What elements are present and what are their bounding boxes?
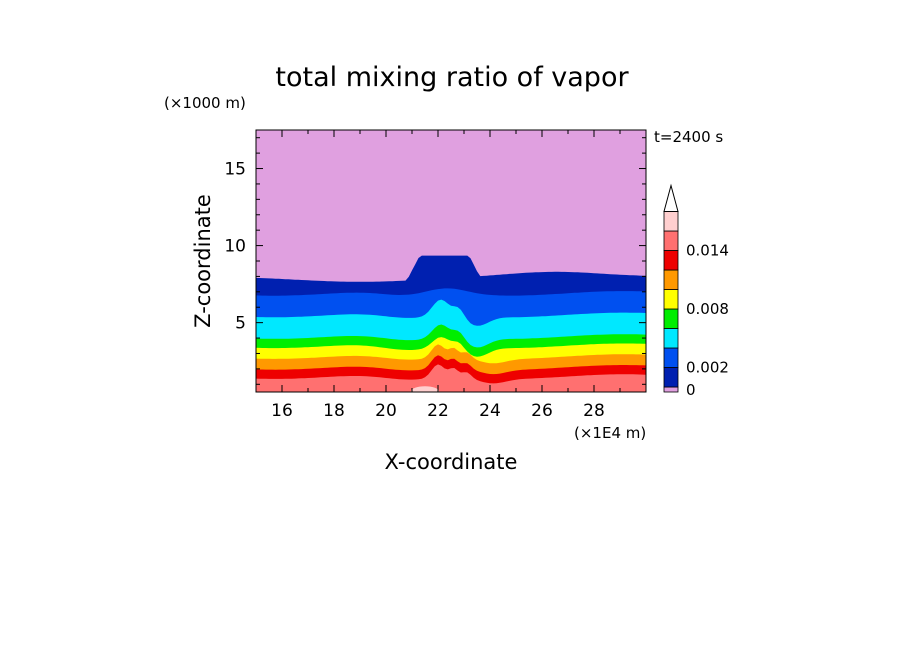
- fill-band-8: [256, 364, 646, 392]
- colorbar-label: 0.008: [686, 300, 729, 318]
- x-tick-label: 20: [375, 401, 397, 421]
- colorbar-label: 0.002: [686, 359, 729, 377]
- y-axis-title: Z-coordinate: [191, 194, 215, 328]
- y-tick-labels: 5 10 15: [224, 160, 246, 334]
- x-unit-label: (×1E4 m): [574, 424, 646, 442]
- y-tick-label: 10: [224, 237, 246, 257]
- contour-fills: [256, 130, 646, 392]
- colorbar-label: 0: [686, 381, 696, 399]
- colorbar: 0 0.002 0.008 0.014: [663, 183, 729, 399]
- chart-title: total mixing ratio of vapor: [275, 62, 629, 93]
- x-tick-label: 18: [323, 401, 345, 421]
- colorbar-swatch: [663, 269, 679, 290]
- x-tick-label: 16: [271, 401, 293, 421]
- colorbar-swatch: [663, 211, 679, 232]
- x-axis-title: X-coordinate: [385, 450, 518, 474]
- colorbar-swatch: [663, 347, 679, 368]
- colorbar-swatch: [663, 328, 679, 349]
- x-tick-label: 26: [531, 401, 553, 421]
- x-tick-labels: 16 18 20 22 24 26 28: [271, 401, 605, 421]
- colorbar-swatch: [663, 367, 679, 388]
- y-tick-label: 15: [224, 160, 246, 180]
- colorbar-label: 0.014: [686, 242, 729, 260]
- colorbar-swatch: [663, 250, 679, 271]
- x-tick-label: 28: [583, 401, 605, 421]
- colorbar-swatch: [663, 386, 679, 393]
- colorbar-swatch: [663, 308, 679, 329]
- y-unit-label: (×1000 m): [164, 94, 246, 112]
- colorbar-swatch: [663, 289, 679, 310]
- x-tick-label: 22: [427, 401, 449, 421]
- x-tick-label: 24: [479, 401, 501, 421]
- colorbar-extend-arrow: [663, 183, 679, 212]
- time-label: t=2400 s: [654, 128, 723, 146]
- fill-band-peak: [411, 386, 439, 392]
- colorbar-swatch: [663, 230, 679, 251]
- axis-ticks: [255, 130, 647, 392]
- y-tick-label: 5: [235, 314, 246, 334]
